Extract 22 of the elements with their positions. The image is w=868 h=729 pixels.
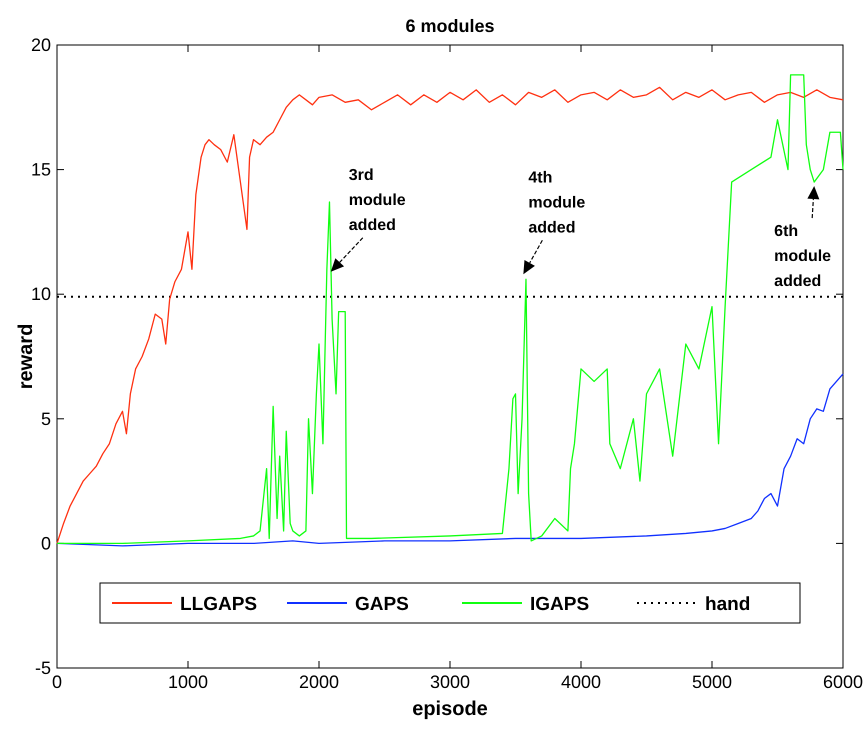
annotation: 6th module added	[774, 223, 832, 290]
y-tick-label: 0	[40, 533, 51, 554]
annotation: 4th module added	[528, 169, 586, 236]
x-tick-label: 5000	[692, 672, 732, 692]
chart-title: 6 modules	[405, 16, 495, 36]
y-tick-label: 20	[30, 35, 51, 55]
legend-label: hand	[705, 594, 750, 615]
legend-label: GAPS	[355, 594, 409, 615]
legend-label: LLGAPS	[180, 594, 258, 615]
x-axis-title: episode	[412, 698, 488, 720]
y-tick-label: 5	[40, 408, 51, 429]
annotation: 3rd module added	[348, 166, 406, 234]
x-tick-label: 4000	[560, 672, 602, 692]
y-axis-title: reward	[15, 324, 37, 390]
x-tick-label: 6000	[822, 672, 864, 692]
y-tick-label: 10	[30, 284, 51, 304]
x-tick-label: 3000	[430, 672, 470, 692]
y-tick-label: 15	[30, 160, 51, 180]
legend-label: IGAPS	[530, 594, 590, 615]
y-tick-label: -5	[34, 658, 51, 678]
x-tick-label: 1000	[168, 672, 208, 692]
x-tick-label: 2000	[298, 672, 340, 692]
